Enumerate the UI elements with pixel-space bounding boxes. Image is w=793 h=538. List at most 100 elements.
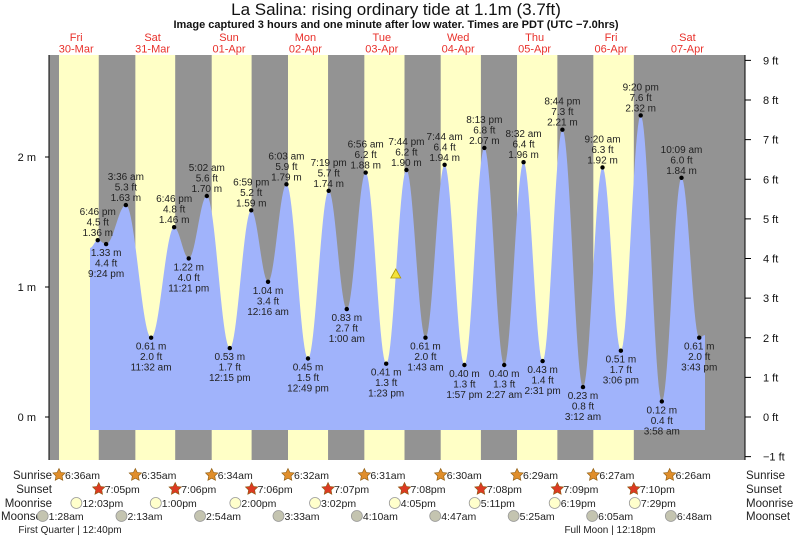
sunrise-time: 6:35am: [141, 470, 176, 482]
right-axis-tick-label: 5 ft: [763, 214, 778, 226]
moonset-event: 2:54am: [194, 510, 241, 523]
tide-height-m: 1.74 m: [313, 179, 344, 190]
tide-time: 2:31 pm: [525, 386, 561, 397]
tide-time: 3:43 pm: [681, 363, 717, 374]
tide-height-ft: 6.3 ft: [591, 145, 613, 156]
high-tide-point: 6:03 am5.9 ft1.79 m: [268, 151, 305, 187]
high-tide-point: 10:09 am6.0 ft1.84 m: [661, 145, 703, 180]
chart-subtitle: Image captured 3 hours and one minute af…: [173, 19, 618, 31]
high-tide-point: 6:46 pm4.5 ft1.36 m: [80, 207, 116, 243]
tide-time: 6:59 pm: [233, 177, 269, 188]
tide-height-m: 0.40 m: [489, 369, 520, 380]
day-date-label: 31-Mar: [135, 44, 170, 56]
tide-height-m: 1.70 m: [192, 184, 223, 195]
tide-dot: [123, 202, 129, 208]
sunrise-star-icon: [433, 467, 448, 481]
high-tide-point: 7:44 am6.4 ft1.94 m: [427, 132, 463, 167]
moonset-event: 4:47am: [429, 510, 477, 523]
tide-time: 1:00 am: [329, 334, 365, 345]
tide-time: 6:56 am: [348, 140, 384, 151]
day-date-label: 07-Apr: [671, 44, 704, 56]
tide-height-ft: 6.8 ft: [473, 125, 495, 136]
almanac-row-label-left: Moonrise: [5, 498, 52, 510]
tide-height-m: 0.12 m: [647, 405, 678, 416]
tide-dot: [103, 241, 109, 247]
tide-time: 7:44 pm: [388, 137, 424, 148]
sunset-star-icon: [321, 481, 335, 495]
sunset-time: 7:08pm: [487, 484, 522, 496]
moonset-icon: [350, 510, 363, 522]
tide-height-ft: 1.4 ft: [531, 376, 553, 387]
tide-time: 12:15 pm: [209, 373, 251, 384]
tide-time: 1:43 am: [407, 363, 443, 374]
sunset-time: 7:07pm: [334, 484, 369, 496]
sunrise-event: 6:30am: [433, 467, 482, 482]
tide-height-ft: 6.0 ft: [670, 155, 692, 166]
left-axis-tick-label: 2 m: [18, 152, 36, 164]
tide-time: 9:20 pm: [623, 82, 659, 93]
right-axis-tick-label: 8 ft: [763, 95, 778, 107]
tide-height-ft: 6.4 ft: [512, 140, 534, 151]
tide-height-m: 1.88 m: [350, 161, 381, 172]
tide-time: 3:12 am: [565, 412, 601, 423]
moonset-icon: [507, 510, 520, 522]
sunset-event: 7:05pm: [91, 481, 140, 496]
sunset-star-icon: [626, 481, 641, 495]
right-axis-tick-label: 3 ft: [763, 293, 778, 305]
tide-dot: [540, 358, 545, 364]
sunset-time: 7:10pm: [640, 484, 675, 496]
sunrise-time: 6:36am: [65, 470, 100, 482]
high-tide-point: 7:44 pm6.2 ft1.90 m: [388, 137, 424, 173]
day-weekday-label: Sat: [679, 32, 696, 44]
tide-time: 1:23 pm: [368, 389, 404, 400]
tide-dot: [697, 335, 702, 340]
moonset-icon: [586, 510, 599, 522]
tide-dot: [95, 238, 100, 243]
tide-dot: [560, 127, 565, 132]
moonset-time: 4:47am: [441, 511, 476, 523]
tide-height-ft: 5.2 ft: [240, 188, 262, 199]
tide-dot: [501, 362, 507, 368]
day-date-label: 01-Apr: [212, 44, 245, 56]
tide-time: 6:46 pm: [156, 194, 192, 205]
tide-time: 8:13 pm: [466, 115, 502, 126]
sunset-time: 7:06pm: [258, 484, 293, 496]
moonset-event: 5:25am: [507, 510, 555, 523]
moonrise-event: 6:19pm: [548, 497, 596, 510]
high-tide-point: 6:56 am6.2 ft1.88 m: [348, 140, 384, 175]
moonrise-icon: [468, 497, 481, 509]
moonset-time: 6:05am: [598, 511, 633, 523]
sunset-event: 7:10pm: [626, 481, 675, 496]
tide-height-m: 1.59 m: [236, 198, 267, 209]
right-axis-tick-label: 9 ft: [763, 55, 778, 67]
sunrise-star-icon: [586, 467, 601, 481]
sunrise-time: 6:27am: [599, 470, 634, 482]
low-tide-point: 0.12 m0.4 ft3:58 am: [644, 399, 680, 437]
moonrise-time: 7:29pm: [641, 498, 676, 510]
tide-height-m: 1.04 m: [253, 286, 284, 297]
high-tide-point: 8:44 pm7.3 ft2.21 m: [544, 97, 580, 132]
tide-time: 3:06 pm: [603, 376, 639, 387]
day-weekday-label: Sun: [219, 32, 239, 44]
moonset-time: 2:54am: [206, 511, 241, 523]
tide-time: 10:09 am: [661, 145, 703, 156]
moonrise-time: 5:11pm: [481, 498, 515, 510]
tide-time: 11:21 pm: [168, 283, 209, 294]
sunset-event: 7:09pm: [550, 481, 599, 496]
high-tide-point: 9:20 am6.3 ft1.92 m: [584, 134, 621, 170]
low-tide-point: 0.61 m2.0 ft1:43 am: [407, 335, 444, 374]
tide-time: 6:03 am: [268, 151, 304, 162]
sunset-event: 7:07pm: [321, 481, 369, 496]
sunrise-time: 6:31am: [370, 470, 405, 482]
tide-height-ft: 2.0 ft: [688, 352, 710, 363]
moonrise-icon: [70, 497, 83, 509]
day-weekday-label: Thu: [525, 32, 544, 44]
tide-height-ft: 4.8 ft: [163, 205, 185, 216]
tide-height-m: 2.07 m: [469, 136, 500, 147]
tide-time: 3:36 am: [108, 172, 144, 183]
almanac-row-label-right: Sunrise: [746, 470, 785, 482]
tide-height-ft: 2.0 ft: [140, 352, 162, 363]
